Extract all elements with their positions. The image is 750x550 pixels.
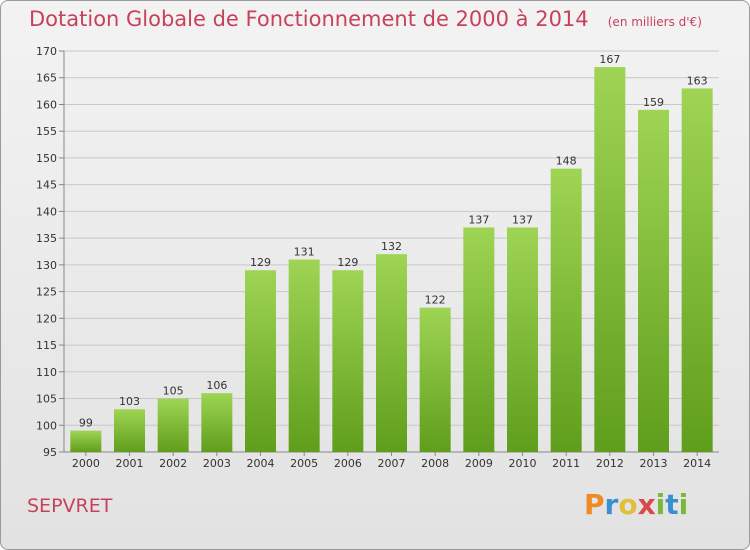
x-tick-label: 2001 [116,457,144,470]
x-tick-label: 2012 [596,457,624,470]
y-tick-label: 125 [36,286,57,299]
y-tick-label: 155 [36,125,57,138]
x-tick-label: 2008 [421,457,449,470]
x-tick-label: 2013 [640,457,668,470]
value-label: 167 [599,53,620,66]
bar [638,109,669,453]
x-tick-label: 2006 [334,457,362,470]
y-tick-label: 150 [36,152,57,165]
value-label: 159 [643,96,664,109]
x-tick-label: 2010 [509,457,537,470]
bar [332,270,364,452]
chart-subtitle: (en milliers d'€) [607,15,702,29]
y-tick-label: 170 [36,45,57,58]
commune-name: SEPVRET [27,495,113,517]
proxiti-logo: Proxiti [584,488,689,521]
value-label: 148 [556,155,577,168]
value-label: 131 [294,246,315,259]
bar [376,254,407,452]
chart-title: Dotation Globale de Fonctionnement de 20… [29,7,589,31]
value-label: 137 [512,213,533,226]
y-tick-label: 95 [43,446,57,459]
y-tick-label: 135 [36,232,57,245]
y-tick-label: 160 [36,98,57,111]
x-tick-label: 2011 [552,457,580,470]
value-label: 99 [79,417,93,430]
bar [245,270,276,452]
value-label: 122 [425,294,446,307]
bar [681,88,713,452]
value-label: 103 [119,395,140,408]
title-row: Dotation Globale de Fonctionnement de 20… [29,7,702,31]
value-label: 129 [250,256,271,269]
y-tick-label: 115 [36,339,57,352]
bar [288,259,320,452]
y-tick-label: 145 [36,179,57,192]
value-label: 129 [337,256,358,269]
bar [594,67,626,452]
x-tick-label: 2000 [72,457,100,470]
y-tick-label: 140 [36,205,57,218]
y-tick-label: 165 [36,72,57,85]
x-tick-label: 2007 [378,457,406,470]
x-tick-label: 2009 [465,457,493,470]
y-tick-label: 120 [36,312,57,325]
x-tick-label: 2003 [203,457,231,470]
y-tick-label: 105 [36,393,57,406]
bar [114,409,145,452]
value-label: 105 [163,385,184,398]
value-label: 163 [687,74,708,87]
axes: 95 100 105 110 115 120 125 130 135 140 145 150 155 16… [36,45,719,470]
x-tick-label: 2004 [247,457,275,470]
y-tick-label: 100 [36,419,57,432]
bar [507,227,538,452]
bar [463,227,495,452]
bar [70,430,102,452]
bar [550,168,582,453]
bar [157,398,189,452]
y-tick-label: 130 [36,259,57,272]
value-label: 132 [381,240,402,253]
x-tick-label: 2014 [683,457,711,470]
x-tick-label: 2002 [159,457,187,470]
value-label: 106 [206,379,227,392]
value-label: 137 [468,213,489,226]
bars: 99 103 105 106 129 131 129 132 122 137 137 148 167 15… [70,53,713,453]
x-tick-label: 2005 [290,457,318,470]
bar [201,393,233,452]
y-tick-label: 110 [36,366,57,379]
bar [419,307,451,452]
